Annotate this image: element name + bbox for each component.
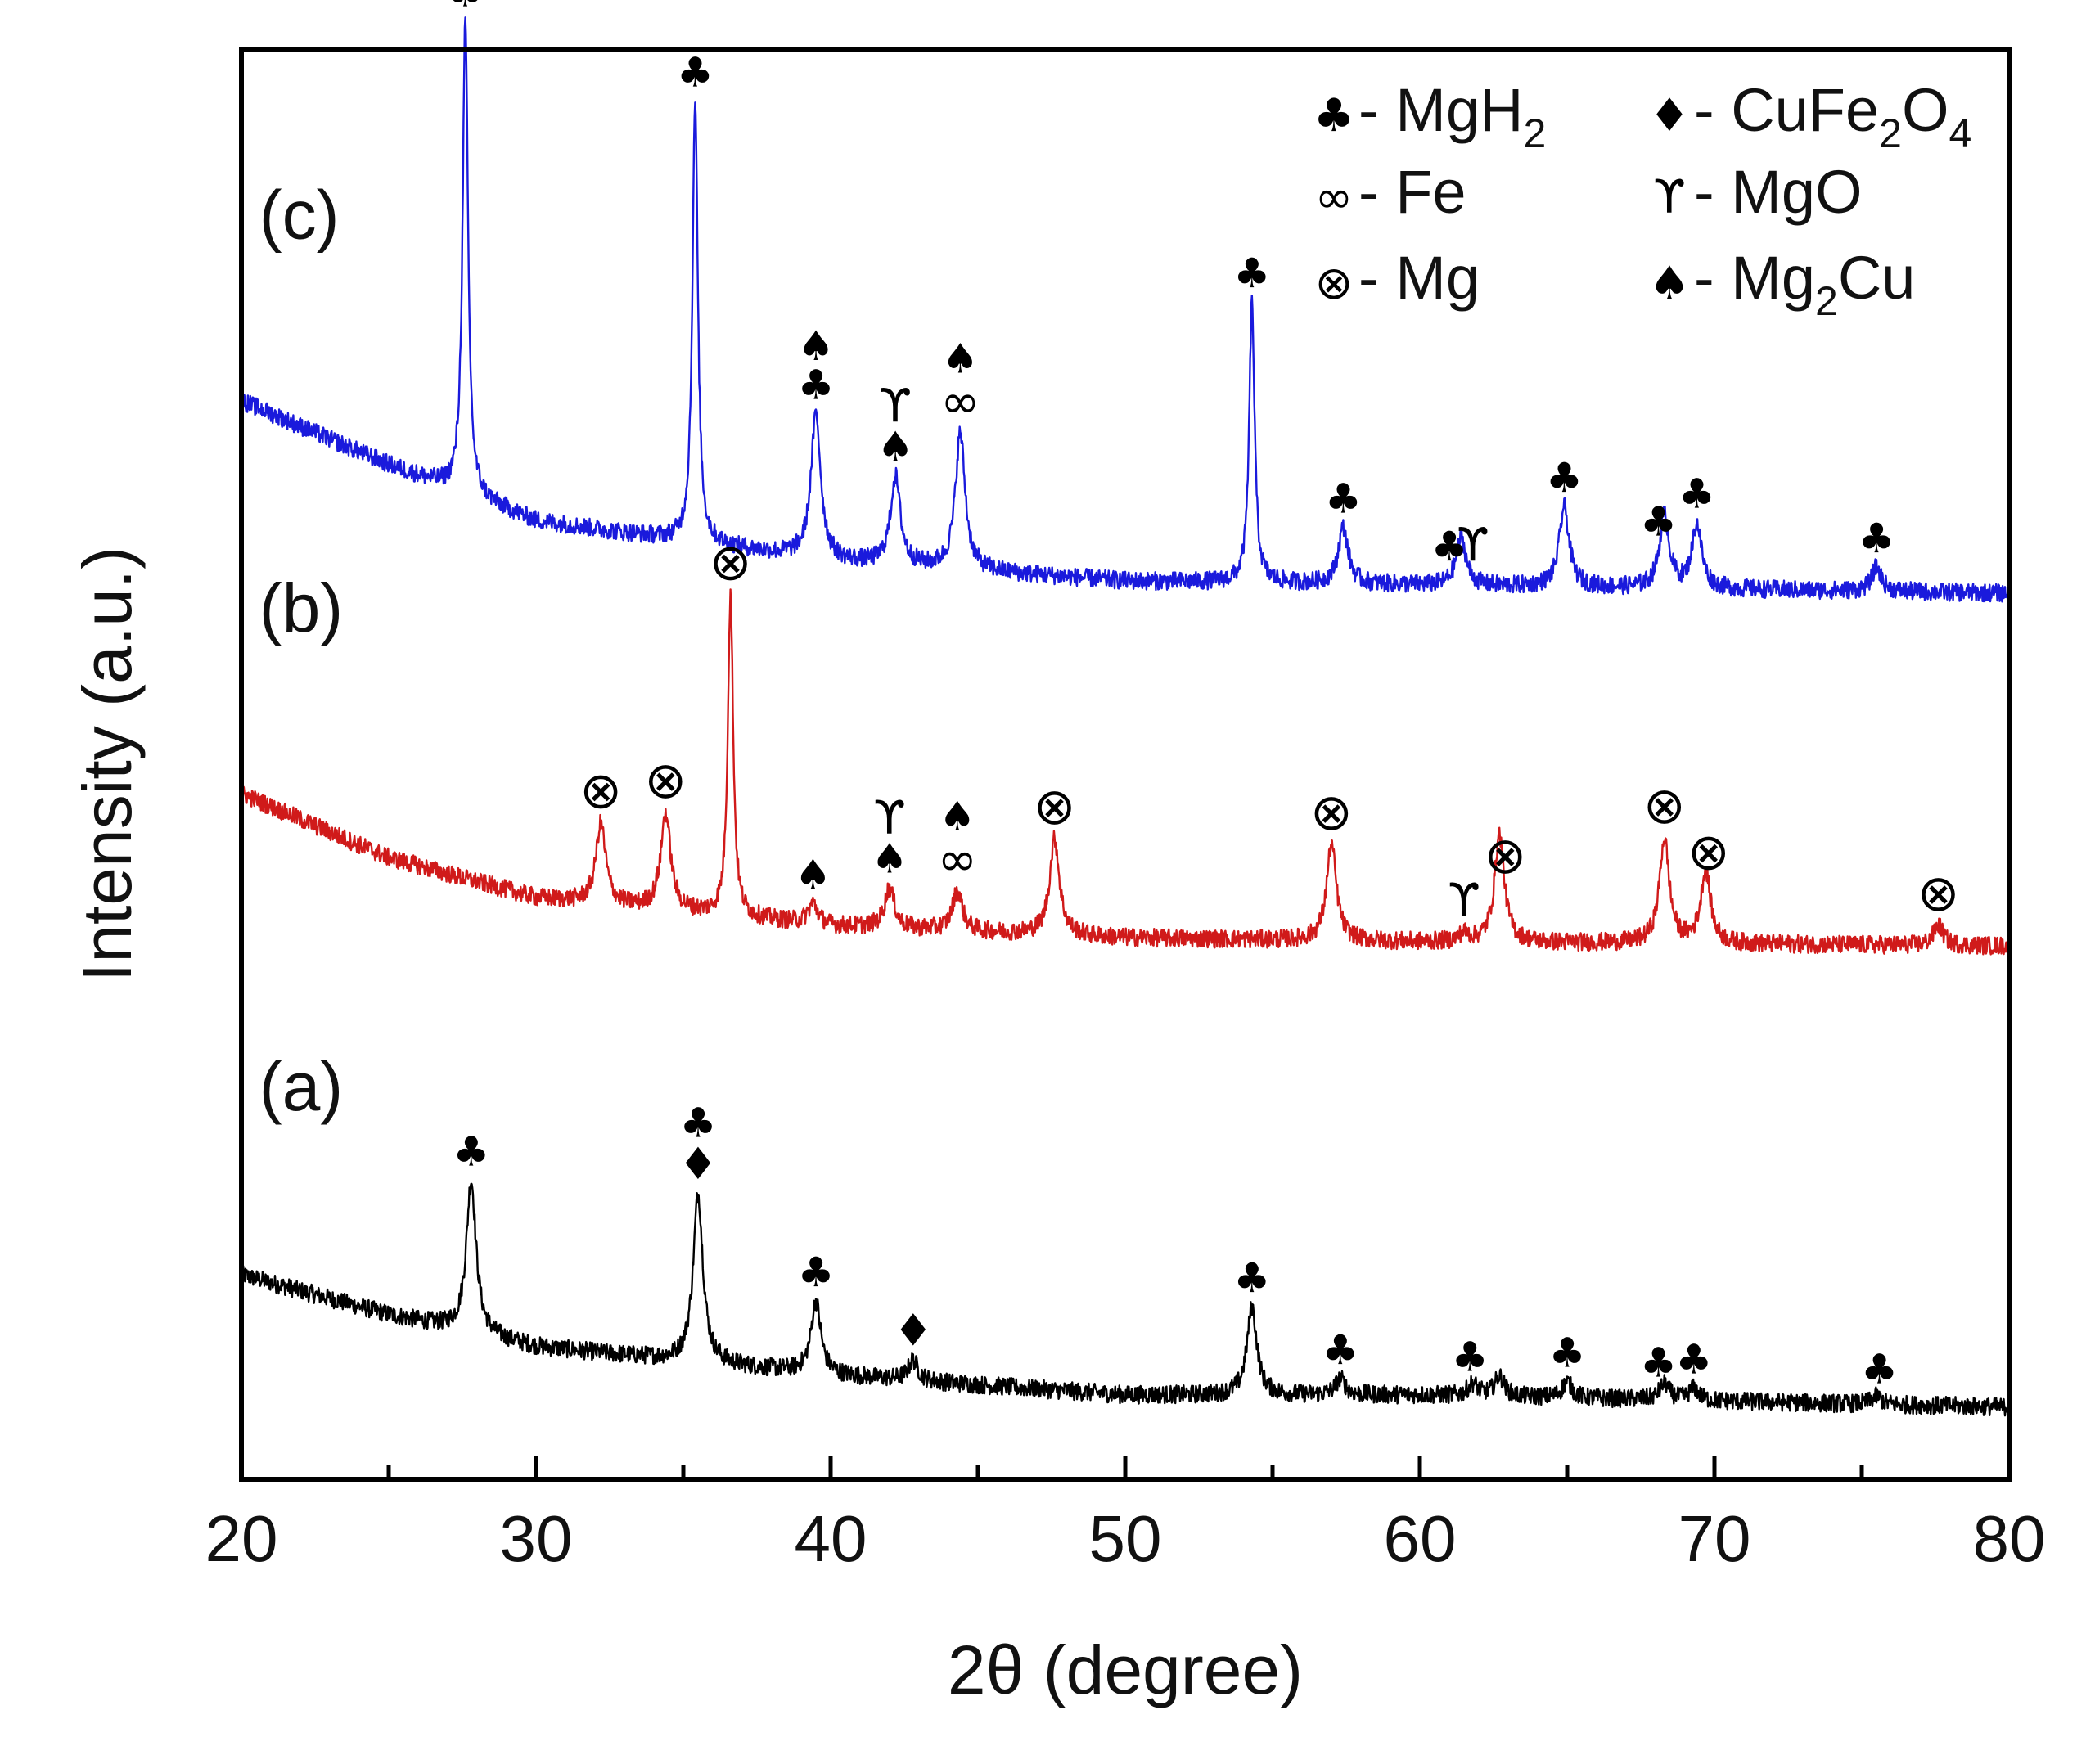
series-label-a: (a): [259, 1048, 344, 1125]
x-axis-ticks: 20 30 40 50 60 70 80: [205, 1456, 2046, 1575]
legend-symbol: ♠: [1649, 257, 1690, 310]
peak-marker: ♣: [1322, 1326, 1358, 1374]
legend-label: - CuFe2O4: [1694, 76, 1971, 156]
x-tick-label: 40: [795, 1502, 867, 1575]
peak-marker: ♣: [1675, 1335, 1712, 1383]
legend-symbol: ⊗: [1315, 257, 1354, 310]
peak-marker: ♣: [1325, 475, 1362, 523]
peak-marker: ⊗: [1643, 776, 1686, 835]
peak-marker: ♣: [1233, 250, 1270, 297]
peak-marker: ♣: [1549, 1330, 1586, 1377]
x-tick-label: 80: [1973, 1502, 2046, 1575]
peak-marker: ϒ: [1448, 875, 1480, 928]
peak-marker: ⊗: [644, 750, 687, 810]
traces-group: [240, 16, 2011, 1417]
legend-label: - MgH2: [1358, 76, 1546, 156]
trace-a: [240, 1182, 2011, 1417]
peak-marker: ∞: [940, 374, 980, 430]
legend-label: - Fe: [1358, 158, 1466, 226]
peak-marker: ♦: [678, 1138, 718, 1190]
peak-marker: ⊗: [1034, 776, 1076, 836]
legend-symbol: ♣: [1313, 89, 1354, 142]
peak-marker: ♣: [447, 0, 484, 16]
peak-marker: ♣: [1452, 1333, 1489, 1380]
peak-marker: ♠: [942, 335, 979, 383]
legend-item: ♦ - CuFe2O4: [1649, 76, 1971, 156]
peak-marker: ♣: [1640, 1339, 1677, 1387]
legend-item: ⊗ - Mg: [1315, 244, 1480, 312]
peak-marker: ⊗: [1687, 822, 1730, 882]
peak-marker: ♣: [677, 49, 714, 97]
series-labels-group: (a) (b) (c): [259, 177, 344, 1125]
x-tick-label: 70: [1678, 1502, 1751, 1575]
peak-marker: ϒ: [1457, 519, 1489, 572]
trace-b: [241, 588, 2011, 956]
peak-marker: ♣: [798, 1249, 835, 1296]
x-tick-label: 50: [1089, 1502, 1162, 1575]
x-axis-title: 2θ (degree): [948, 1631, 1303, 1708]
legend: ♣ - MgH2 ♦ - CuFe2O4 ∞ - Fe ϒ - MgO ⊗ - Mg ♠ - Mg2C…: [1313, 76, 1971, 324]
series-label-c: (c): [259, 177, 340, 254]
legend-item: ϒ- MgO: [1653, 158, 1862, 226]
peak-marker: ♦: [894, 1304, 933, 1356]
peak-marker: ⊗: [1484, 826, 1526, 885]
peak-marker: ♣: [1861, 1346, 1898, 1393]
x-tick-label: 30: [500, 1502, 573, 1575]
y-axis-title: Intensity (a.u.): [69, 547, 146, 982]
legend-symbol: ♦: [1649, 89, 1690, 142]
legend-item: ♣ - MgH2: [1313, 76, 1546, 156]
peak-marker: ♣: [680, 1100, 717, 1147]
trace-c: [240, 16, 2011, 603]
peak-marker: ⊗: [710, 533, 752, 592]
peak-marker: ♠: [939, 793, 975, 840]
peak-marker: ♠: [795, 851, 831, 898]
legend-symbol: ∞: [1315, 171, 1354, 224]
peak-marker: ♣: [798, 362, 835, 409]
legend-label: - MgO: [1694, 158, 1863, 226]
peak-marker: ♠: [872, 835, 908, 883]
peak-marker: ⊗: [1310, 782, 1353, 842]
peak-marker: ♣: [1233, 1254, 1270, 1302]
x-tick-label: 20: [205, 1502, 278, 1575]
peak-marker: ϒ: [880, 380, 912, 433]
peak-marker: ♣: [1678, 470, 1715, 517]
peak-marker: ♣: [1640, 498, 1677, 546]
peak-marker: ♣: [1431, 523, 1468, 570]
peak-marker: ⊗: [579, 761, 622, 821]
annotations-group: ♣♦♣♣♦♣♣♣♣♣♣♣⊗⊗⊗♠♠ϒ∞♠⊗⊗ϒ⊗⊗⊗⊗♣♣♣♠♠ϒ∞♠♣♣♣ϒ♣…: [447, 0, 1959, 1393]
peak-marker: ♣: [453, 1128, 489, 1176]
legend-symbol: ϒ: [1653, 171, 1685, 224]
legend-item: ♠ - Mg2Cu: [1649, 244, 1916, 324]
legend-label: - Mg2Cu: [1694, 244, 1915, 324]
legend-label: - Mg: [1358, 244, 1480, 312]
peak-marker: ♣: [1858, 515, 1895, 562]
peak-marker: ♣: [1546, 454, 1583, 502]
series-label-b: (b): [259, 569, 344, 646]
peak-marker: ⊗: [1917, 863, 1960, 923]
x-tick-label: 60: [1384, 1502, 1457, 1575]
legend-item: ∞ - Fe: [1315, 158, 1466, 226]
peak-marker: ∞: [938, 831, 977, 887]
peak-marker: ♠: [877, 423, 914, 470]
peak-marker: ♠: [798, 322, 835, 370]
peak-marker: ϒ: [873, 792, 905, 845]
